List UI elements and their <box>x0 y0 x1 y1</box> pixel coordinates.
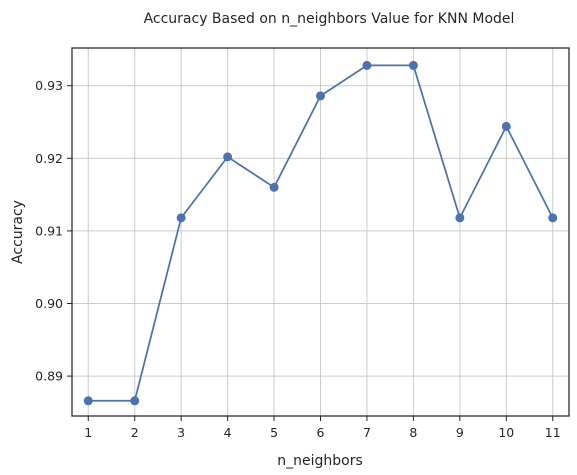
data-point <box>548 213 557 222</box>
data-point <box>409 61 418 70</box>
x-tick-label: 1 <box>84 425 92 440</box>
y-axis-label: Accuracy <box>10 200 26 264</box>
data-point <box>502 122 511 131</box>
x-tick-label: 4 <box>224 425 232 440</box>
x-tick-label: 2 <box>131 425 139 440</box>
data-point <box>316 91 325 100</box>
y-tick-label: 0.91 <box>35 223 63 238</box>
y-tick-label: 0.92 <box>35 151 63 166</box>
data-point <box>84 396 93 405</box>
data-point <box>362 61 371 70</box>
data-point <box>177 213 186 222</box>
data-point <box>130 396 139 405</box>
chart-title: Accuracy Based on n_neighbors Value for … <box>144 11 515 27</box>
x-tick-label: 10 <box>498 425 514 440</box>
x-tick-label: 6 <box>317 425 325 440</box>
x-tick-label: 7 <box>363 425 371 440</box>
y-tick-label: 0.89 <box>35 369 63 384</box>
x-tick-label: 11 <box>545 425 561 440</box>
x-axis-label: n_neighbors <box>277 453 363 469</box>
x-tick-label: 5 <box>270 425 278 440</box>
y-tick-label: 0.90 <box>35 296 63 311</box>
data-point <box>223 152 232 161</box>
data-point <box>455 213 464 222</box>
axis-ticks: 1 2 3 4 5 6 7 8 9 10 11 0.89 0.90 0.91 0.92 0.93 <box>35 78 561 440</box>
x-tick-label: 8 <box>409 425 417 440</box>
x-tick-label: 9 <box>456 425 464 440</box>
x-tick-label: 3 <box>177 425 185 440</box>
data-point <box>270 183 279 192</box>
grid-lines <box>72 48 569 416</box>
y-tick-label: 0.93 <box>35 78 63 93</box>
